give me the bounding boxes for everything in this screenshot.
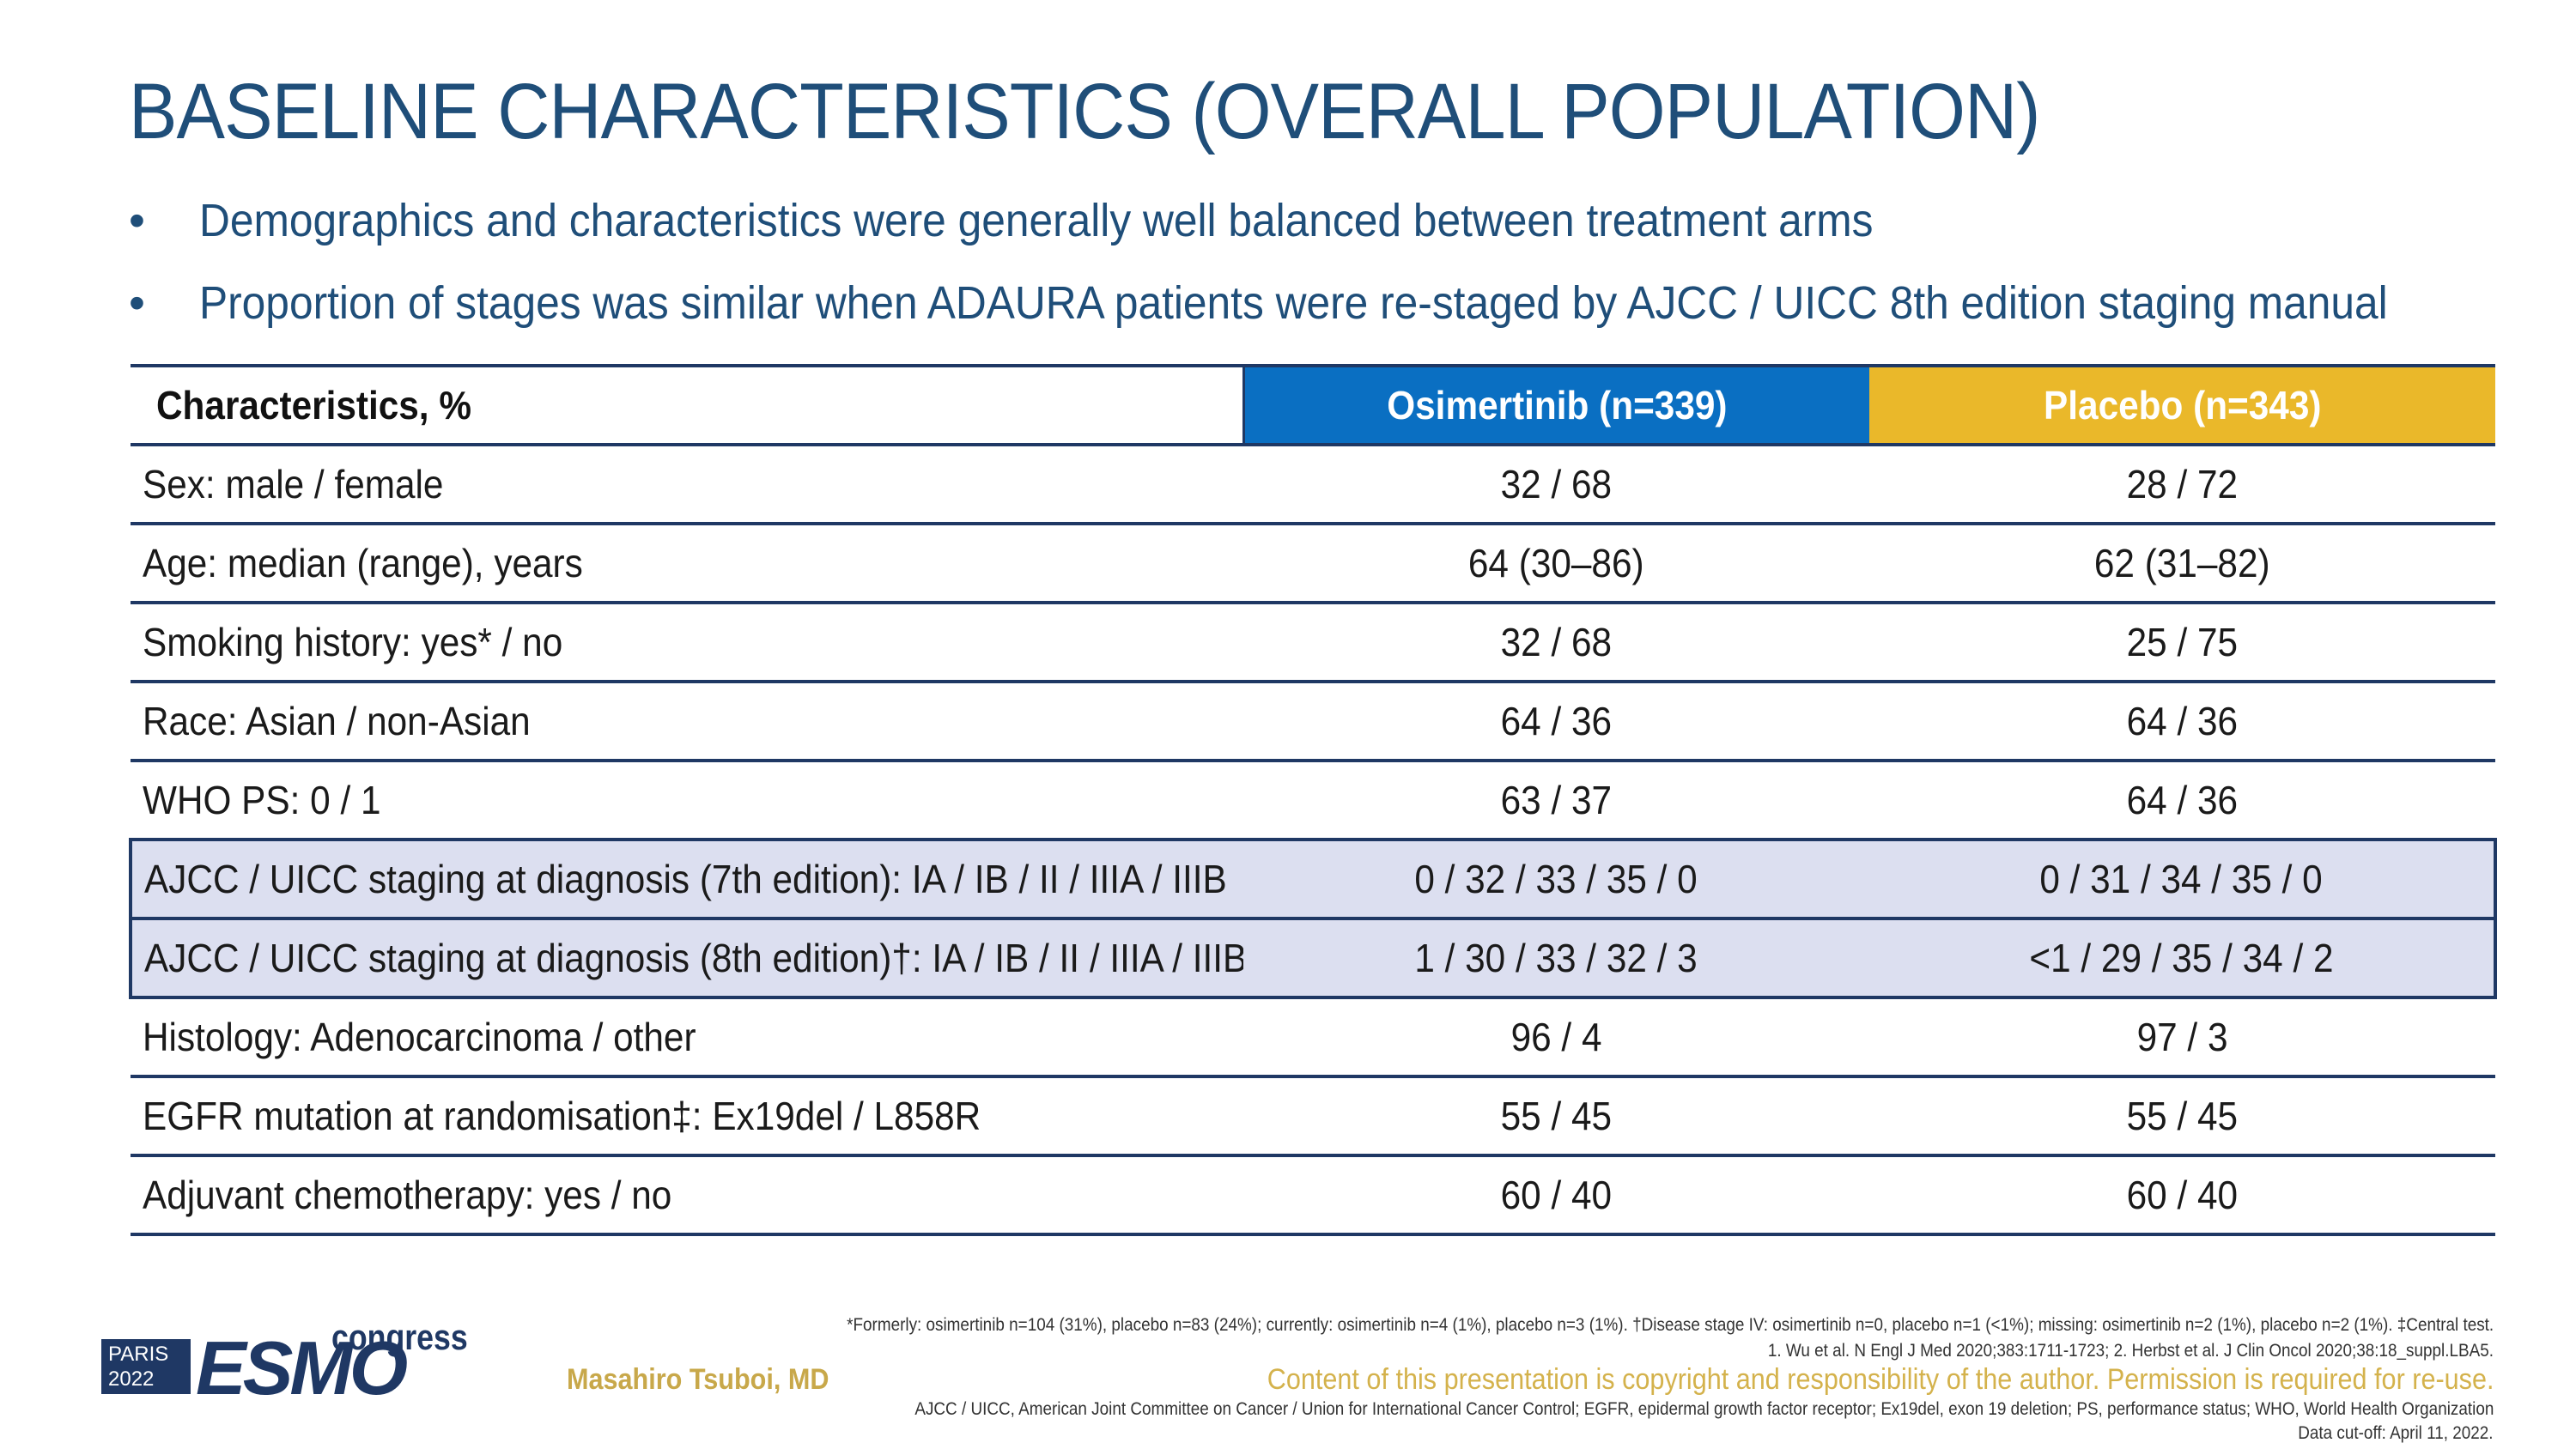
osimertinib-value: 63 / 37: [1243, 761, 1869, 841]
column-header-characteristics: Characteristics, %: [131, 364, 1245, 446]
logo-year: 2022: [108, 1367, 155, 1391]
table-row: Age: median (range), years 64 (30–86) 62…: [131, 524, 2495, 604]
bullet-item: • Proportion of stages was similar when …: [129, 270, 2499, 352]
table-row: Race: Asian / non-Asian 64 / 36 64 / 36: [131, 682, 2495, 762]
table-row: Smoking history: yes* / no 32 / 68 25 / …: [131, 603, 2495, 683]
table-row: Sex: male / female 32 / 68 28 / 72: [131, 445, 2495, 525]
footnote-symbols: *Formerly: osimertinib n=104 (31%), plac…: [846, 1315, 2494, 1335]
table-row: Histology: Adenocarcinoma / other 96 / 4…: [131, 997, 2495, 1078]
row-label: Adjuvant chemotherapy: yes / no: [131, 1155, 1243, 1236]
data-cutoff: Data cut-off: April 11, 2022.: [2298, 1423, 2494, 1443]
logo-word: congress: [331, 1317, 468, 1357]
esmo-congress-logo: PARIS 2022 ESMO congress: [101, 1317, 468, 1410]
table-row: EGFR mutation at randomisation‡: Ex19del…: [131, 1076, 2495, 1157]
table-row: WHO PS: 0 / 1 63 / 37 64 / 36: [131, 761, 2495, 841]
osimertinib-value: 32 / 68: [1243, 603, 1869, 683]
row-label: Age: median (range), years: [131, 524, 1243, 604]
placebo-value: 55 / 45: [1869, 1076, 2495, 1157]
row-label: WHO PS: 0 / 1: [131, 761, 1243, 841]
row-label: AJCC / UICC staging at diagnosis (8th ed…: [129, 919, 1243, 999]
slide-title: BASELINE CHARACTERISTICS (OVERALL POPULA…: [129, 68, 2041, 155]
table-row-highlighted: AJCC / UICC staging at diagnosis (7th ed…: [129, 838, 2497, 920]
bullet-item: • Demographics and characteristics were …: [129, 187, 2499, 270]
bullet-text: Demographics and characteristics were ge…: [199, 195, 1874, 246]
presenter-name: Masahiro Tsuboi, MD: [567, 1363, 829, 1396]
copyright-notice: Content of this presentation is copyrigh…: [1267, 1363, 2494, 1396]
placebo-value: 25 / 75: [1869, 603, 2495, 683]
osimertinib-value: 64 / 36: [1243, 682, 1869, 762]
osimertinib-value: 0 / 32 / 33 / 35 / 0: [1243, 838, 1869, 920]
row-label: Histology: Adenocarcinoma / other: [131, 997, 1243, 1078]
baseline-characteristics-table: Characteristics, % Osimertinib (n=339) P…: [129, 364, 2497, 1236]
placebo-value: <1 / 29 / 35 / 34 / 2: [1869, 919, 2497, 999]
bullet-list: • Demographics and characteristics were …: [129, 187, 2499, 352]
row-label: Sex: male / female: [131, 445, 1243, 525]
bullet-dot: •: [129, 195, 145, 246]
placebo-value: 64 / 36: [1869, 682, 2495, 762]
osimertinib-value: 55 / 45: [1243, 1076, 1869, 1157]
placebo-value: 0 / 31 / 34 / 35 / 0: [1869, 838, 2497, 920]
osimertinib-value: 60 / 40: [1243, 1155, 1869, 1236]
logo-city-year-box: PARIS 2022: [101, 1339, 191, 1394]
placebo-value: 97 / 3: [1869, 997, 2495, 1078]
osimertinib-value: 32 / 68: [1243, 445, 1869, 525]
placebo-value: 28 / 72: [1869, 445, 2495, 525]
placebo-value: 64 / 36: [1869, 761, 2495, 841]
osimertinib-value: 1 / 30 / 33 / 32 / 3: [1243, 919, 1869, 999]
table-row: Adjuvant chemotherapy: yes / no 60 / 40 …: [131, 1155, 2495, 1236]
bullet-text: Proportion of stages was similar when AD…: [199, 277, 2388, 329]
row-label: AJCC / UICC staging at diagnosis (7th ed…: [129, 838, 1243, 920]
osimertinib-value: 64 (30–86): [1243, 524, 1869, 604]
bullet-dot: •: [129, 277, 145, 329]
logo-city: PARIS: [108, 1343, 169, 1366]
placebo-value: 62 (31–82): [1869, 524, 2495, 604]
column-header-placebo: Placebo (n=343): [1869, 364, 2495, 446]
footnote-abbreviations: AJCC / UICC, American Joint Committee on…: [914, 1399, 2494, 1419]
table-row-highlighted: AJCC / UICC staging at diagnosis (8th ed…: [129, 919, 2497, 999]
row-label: Smoking history: yes* / no: [131, 603, 1243, 683]
row-label: EGFR mutation at randomisation‡: Ex19del…: [131, 1076, 1243, 1157]
row-label: Race: Asian / non-Asian: [131, 682, 1243, 762]
table-header-row: Characteristics, % Osimertinib (n=339) P…: [131, 364, 2495, 446]
placebo-value: 60 / 40: [1869, 1155, 2495, 1236]
column-header-osimertinib: Osimertinib (n=339): [1243, 364, 1869, 446]
footnote-references: 1. Wu et al. N Engl J Med 2020;383:1711-…: [1767, 1341, 2494, 1361]
logo-brand: ESMO: [196, 1325, 408, 1410]
osimertinib-value: 96 / 4: [1243, 997, 1869, 1078]
